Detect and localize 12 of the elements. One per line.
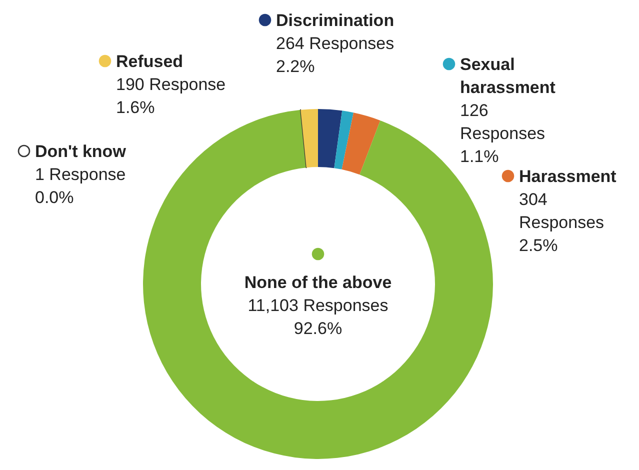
legend-label: Discrimination [276,10,394,30]
data-label: 190 Response 1.6% [116,74,226,116]
data-label: 264 Responses 2.2% [276,34,394,76]
legend-label: Don't know [35,142,127,160]
legend-label: Sexual harassment [460,54,556,96]
data-label: 126 Responses 1.1% [460,100,546,166]
legend-label: Refused [116,52,184,70]
data-label: 304 Responses 2.5% [519,190,604,254]
data-label: 11,103 Responses 92.6% [248,296,388,338]
slice-label: None of the above [244,272,392,292]
legend-label: Harassment [519,166,617,186]
data-label: 1 Response 0.0% [35,164,126,206]
